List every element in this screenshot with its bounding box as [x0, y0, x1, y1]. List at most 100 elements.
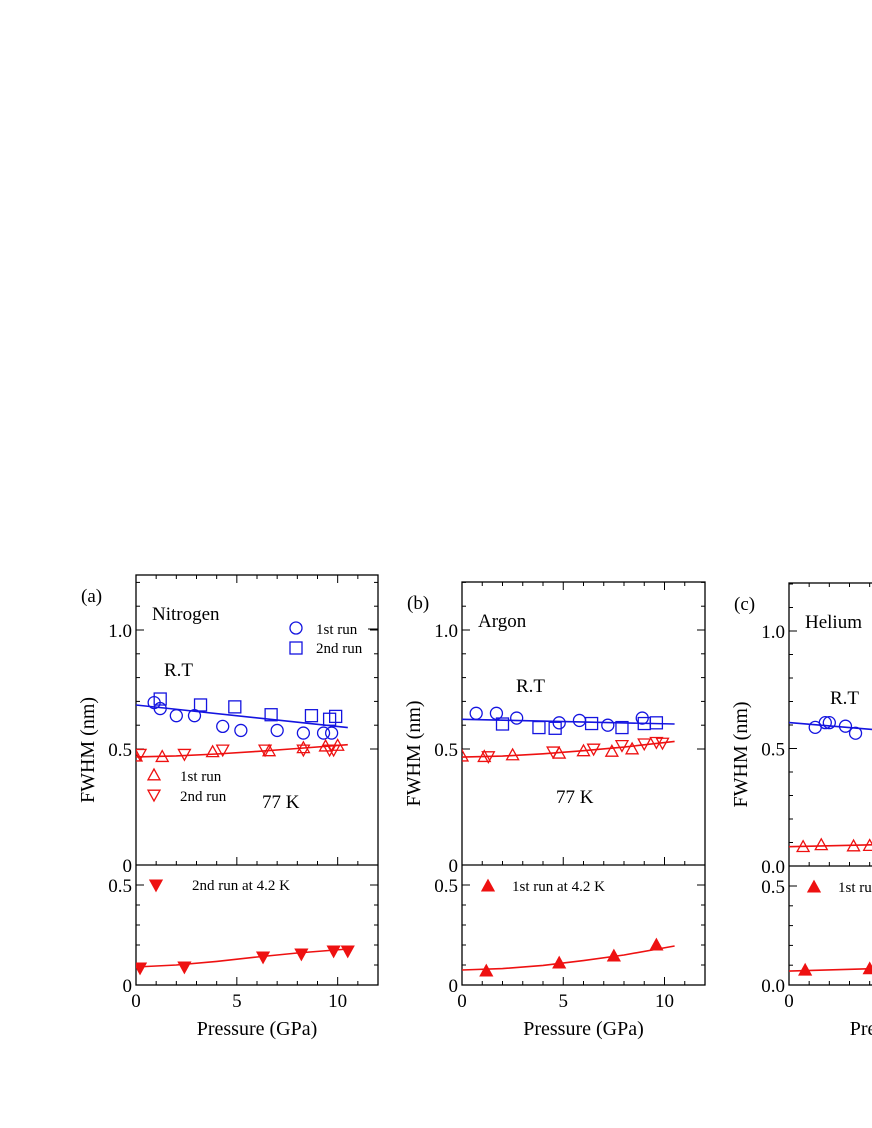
x-axis-title: Pressure (GPa) — [523, 1018, 644, 1040]
data-point — [153, 692, 167, 706]
data-point — [469, 706, 483, 720]
gas-name: Helium — [805, 612, 862, 633]
data-point — [624, 741, 640, 755]
y-tick-label: 1.0 — [434, 621, 458, 642]
data-point — [822, 716, 836, 730]
y-tick-label-bottom: 0.5 — [761, 877, 785, 898]
y-tick-label: 1.0 — [761, 622, 785, 643]
data-point — [169, 709, 183, 723]
data-point — [796, 839, 811, 853]
data-point — [234, 723, 248, 738]
legend-marker — [480, 878, 496, 892]
data-point — [604, 744, 619, 757]
x-axis-title: Pressure (GPa) — [197, 1018, 318, 1040]
data-point — [264, 708, 278, 722]
data-point — [177, 748, 192, 762]
legend-label: 2nd run at 4.2 K — [192, 878, 290, 894]
y-tick-label-bottom: 0.5 — [108, 876, 132, 897]
data-layer — [462, 706, 675, 977]
data-point — [340, 945, 355, 959]
gas-name: Argon — [478, 611, 527, 632]
y-tick-label-bottom: 0.0 — [761, 976, 785, 997]
fit-line — [136, 743, 348, 758]
data-point — [637, 738, 652, 752]
legend-label: 2nd run — [316, 641, 363, 657]
data-point — [324, 726, 339, 740]
x-tick-label: 5 — [559, 991, 569, 1012]
data-point — [552, 955, 567, 969]
legend-marker — [146, 789, 162, 803]
x-tick-label: 5 — [232, 991, 242, 1012]
data-point — [328, 709, 343, 724]
data-point — [216, 719, 230, 734]
data-point — [614, 739, 630, 753]
x-tick-label: 0 — [131, 991, 141, 1012]
panel-tag: (b) — [407, 593, 429, 614]
data-point — [215, 744, 230, 758]
data-point — [304, 709, 319, 723]
fit-line-bottom — [462, 945, 675, 971]
data-point — [257, 744, 273, 758]
data-point — [316, 726, 331, 740]
data-point — [510, 711, 524, 725]
legend-label: 1st ru — [838, 880, 872, 896]
x-tick-label: 0 — [784, 991, 794, 1012]
y-axis-title: FWHM (nm) — [77, 697, 99, 803]
data-point — [846, 838, 861, 852]
data-point — [270, 723, 284, 738]
legend-marker — [148, 879, 164, 893]
y-tick-label: 0.5 — [108, 740, 132, 761]
data-point — [296, 726, 311, 740]
y-tick-label-bottom: 0.5 — [434, 876, 458, 897]
legend-marker — [806, 879, 822, 893]
data-point — [296, 744, 311, 758]
data-point — [462, 748, 470, 762]
y-tick-label: 0 — [449, 856, 459, 877]
y-tick-label: 0.5 — [761, 740, 785, 761]
fit-line — [136, 704, 348, 729]
data-point — [615, 720, 629, 735]
data-point — [193, 698, 208, 712]
data-point — [261, 743, 277, 757]
data-point — [572, 713, 587, 728]
data-point — [155, 749, 170, 763]
legend-label: 1st run — [316, 622, 358, 638]
data-point — [296, 740, 311, 754]
data-point — [505, 747, 520, 761]
data-point — [326, 945, 341, 959]
data-point — [136, 748, 144, 762]
legend-marker — [289, 621, 303, 635]
data-point — [228, 700, 242, 714]
gas-name: Nitrogen — [152, 604, 220, 625]
data-point — [606, 948, 621, 962]
data-point — [862, 961, 872, 975]
data-point — [548, 721, 562, 735]
rt-label: R.T — [516, 676, 545, 697]
plot-frame — [461, 581, 706, 986]
data-layer — [789, 716, 872, 976]
data-point — [255, 951, 271, 965]
data-point — [136, 962, 148, 976]
legend-label: 2nd run — [180, 789, 227, 805]
data-point — [798, 962, 813, 976]
data-point — [649, 937, 664, 951]
plot-frame — [788, 582, 872, 986]
data-layer — [136, 692, 355, 976]
data-point — [546, 746, 561, 760]
legend-marker — [289, 641, 303, 655]
x-tick-label: 10 — [328, 991, 347, 1012]
data-point — [479, 963, 494, 977]
data-point — [177, 961, 192, 975]
data-point — [818, 716, 832, 730]
data-point — [481, 751, 496, 764]
data-point — [814, 837, 829, 851]
data-point — [862, 838, 872, 852]
panel-tag: (c) — [734, 594, 755, 615]
y-tick-label: 0 — [123, 856, 133, 877]
x-tick-label: 10 — [655, 991, 674, 1012]
data-point — [655, 737, 670, 751]
